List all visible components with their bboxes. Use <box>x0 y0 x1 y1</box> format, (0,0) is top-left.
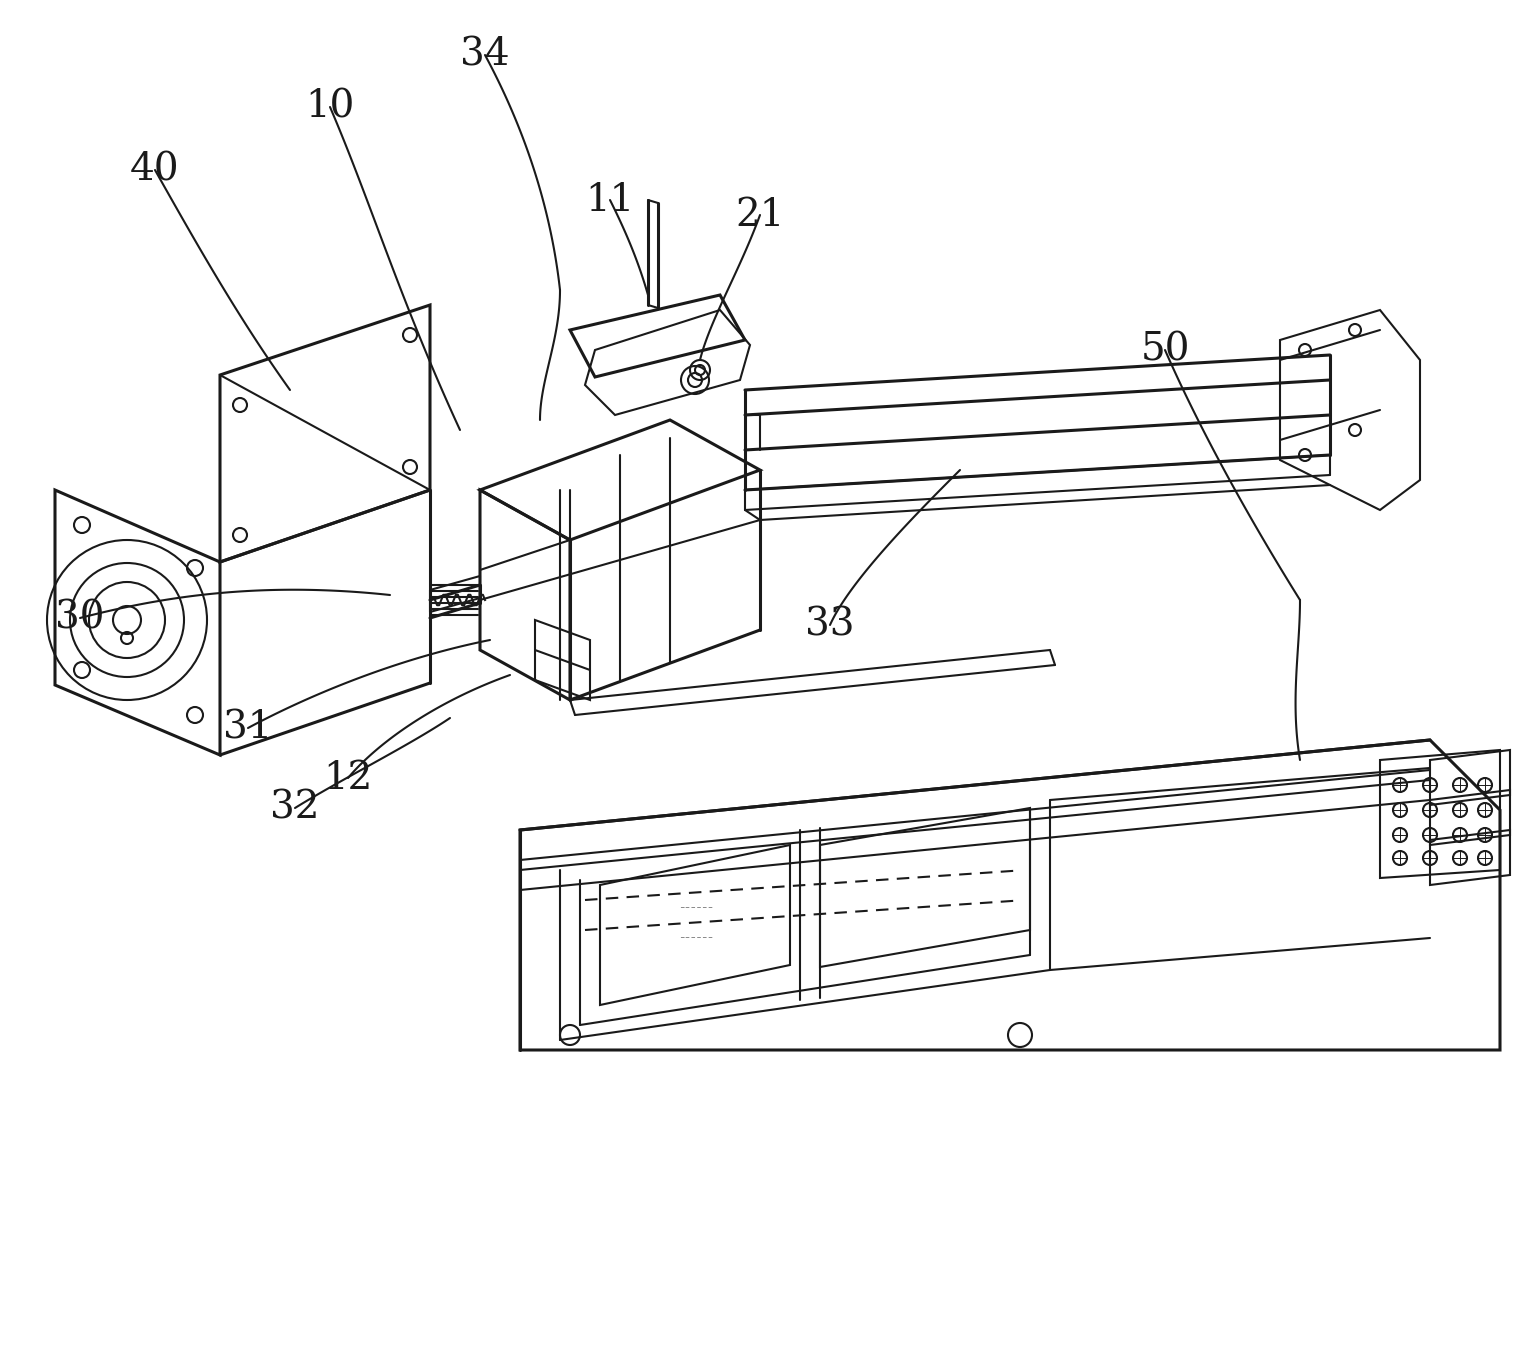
Text: 50: 50 <box>1140 332 1190 369</box>
Text: 11: 11 <box>586 181 635 219</box>
Text: _ _ _ _ _ _: _ _ _ _ _ _ <box>680 901 712 906</box>
Text: 31: 31 <box>223 709 272 746</box>
Text: _ _ _ _ _ _: _ _ _ _ _ _ <box>680 931 712 936</box>
Text: 30: 30 <box>55 599 105 637</box>
Text: 10: 10 <box>306 88 355 125</box>
Text: 40: 40 <box>131 151 180 189</box>
Text: 12: 12 <box>323 759 372 796</box>
Text: 33: 33 <box>806 607 855 644</box>
Text: 32: 32 <box>271 789 320 826</box>
Text: 21: 21 <box>735 196 784 234</box>
Text: 34: 34 <box>460 37 509 73</box>
